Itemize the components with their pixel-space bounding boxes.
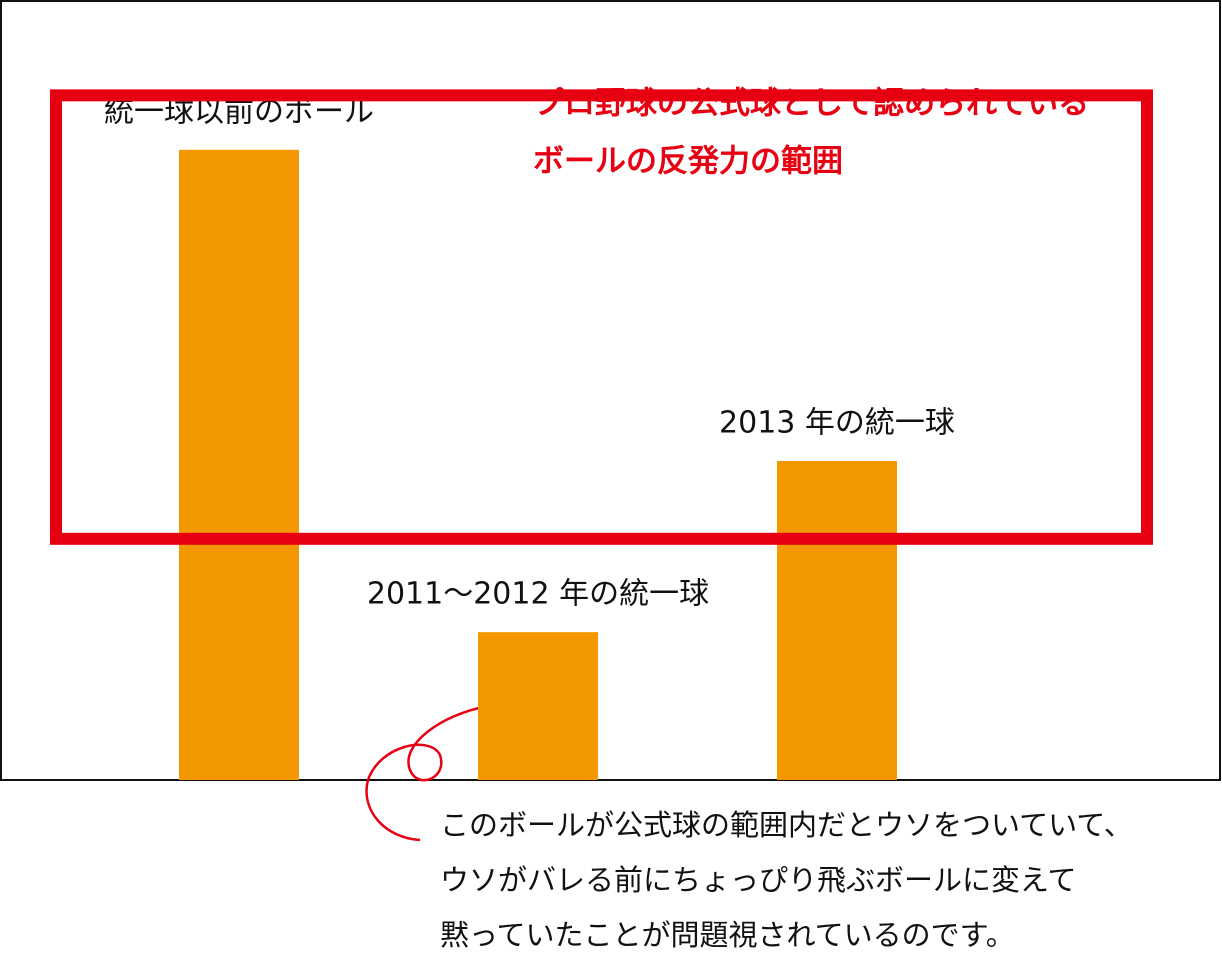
plot-frame <box>0 0 1221 781</box>
range-label: ボールの反発力の範囲 <box>533 144 843 180</box>
note-line: 黙っていたことが問題視されているのです。 <box>440 918 1015 952</box>
bar <box>777 461 897 780</box>
range-box <box>50 89 1153 545</box>
note-line: このボールが公式球の範囲内だとウソをついていて、 <box>440 808 1133 842</box>
swirl <box>365 704 489 842</box>
bar <box>179 149 299 780</box>
range-label: プロ野球の公式球として認められている <box>533 86 1089 122</box>
bar-label: 2013 年の統一球 <box>719 406 955 441</box>
bar <box>478 632 598 780</box>
bar-label: 2011〜2012 年の統一球 <box>367 577 709 612</box>
note-line: ウソがバレる前にちょっぴり飛ぶボールに変えて <box>440 863 1077 897</box>
